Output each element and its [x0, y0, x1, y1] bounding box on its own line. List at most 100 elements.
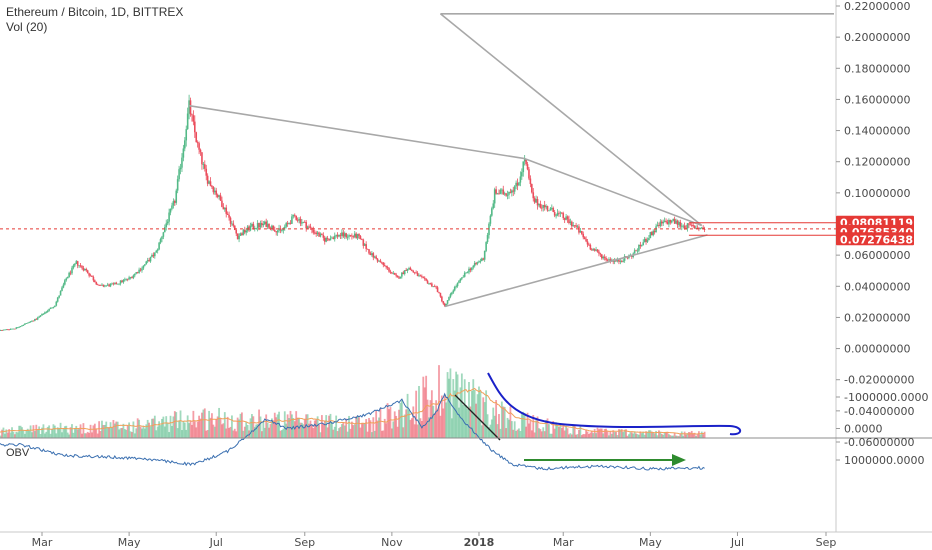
volume-bar-up	[55, 433, 58, 438]
volume-bar-up	[623, 429, 626, 438]
volume-bar-up	[218, 407, 220, 438]
volume-bar-up	[572, 425, 575, 438]
candle-up	[453, 286, 456, 291]
volume-bar-down	[273, 412, 276, 438]
candle-down	[423, 277, 426, 279]
volume-bar-down	[600, 428, 603, 438]
candle-up	[619, 261, 622, 262]
volume-bar-down	[582, 434, 585, 438]
candle-down	[585, 239, 587, 242]
candle-down	[690, 224, 693, 226]
candle-up	[262, 223, 265, 226]
candle-up	[473, 262, 476, 266]
candle-down	[201, 152, 203, 165]
candle-down	[273, 229, 276, 232]
volume-bar-down	[573, 425, 576, 438]
volume-bar-down	[386, 403, 389, 438]
volume-bar-up	[655, 430, 657, 438]
volume-bar-up	[515, 430, 518, 438]
volume-bar-down	[359, 427, 362, 438]
candle-up	[449, 294, 452, 298]
volume-bar-up	[161, 418, 163, 438]
volume-bar-up	[111, 427, 113, 438]
volume-bar-down	[272, 420, 275, 438]
volume-bar-up	[678, 436, 680, 438]
volume-bar-up	[103, 424, 106, 438]
volume-bar-down	[88, 432, 91, 438]
price-tick-label: 0.16000000	[844, 93, 910, 106]
volume-bar-up	[343, 425, 346, 438]
volume-bar-up	[41, 427, 43, 438]
candle-up	[245, 230, 248, 233]
candle-down	[382, 262, 385, 266]
volume-bar-up	[142, 425, 145, 438]
candle-up	[392, 273, 395, 274]
candle-down	[391, 272, 393, 274]
candle-down	[615, 260, 617, 262]
candle-down	[365, 244, 367, 249]
candle-up	[24, 323, 26, 325]
time-tick-label: Jul	[209, 536, 223, 549]
volume-bar-up	[301, 422, 303, 438]
candle-down	[502, 189, 505, 195]
candle-down	[689, 224, 692, 226]
volume-bar-down	[543, 431, 546, 438]
volume-bar-down	[395, 415, 398, 438]
volume-bar-down	[639, 431, 642, 438]
candle-down	[650, 232, 653, 236]
volume-bar-down	[241, 412, 243, 438]
time-tick-label: Jul	[730, 536, 744, 549]
candle-up	[42, 313, 45, 315]
candle-up	[455, 286, 457, 287]
volume-bar-down	[358, 417, 360, 438]
candle-up	[172, 201, 175, 206]
volume-bar-down	[679, 433, 682, 438]
volume-bar-up	[608, 435, 610, 438]
volume-bar-down	[696, 433, 699, 438]
volume-bar-up	[458, 407, 460, 438]
volume-bar-down	[525, 426, 528, 438]
volume-bar-down	[528, 423, 530, 438]
candle-up	[125, 278, 128, 280]
volume-bar-up	[680, 431, 683, 438]
candle-down	[293, 214, 296, 216]
candle-down	[561, 212, 563, 214]
candle-down	[620, 261, 623, 262]
candle-up	[622, 260, 625, 262]
volume-bar-up	[135, 428, 138, 438]
volume-bar-down	[121, 427, 123, 438]
candle-up	[12, 328, 15, 330]
volume-bar-up	[363, 423, 366, 438]
volume-bar-down	[382, 430, 385, 438]
candle-up	[656, 225, 659, 227]
volume-bar-down	[203, 408, 206, 438]
candle-up	[122, 280, 125, 283]
candle-up	[158, 242, 160, 250]
candle-up	[521, 172, 523, 177]
candle-up	[292, 214, 295, 217]
candle-up	[523, 159, 526, 162]
candle-up	[456, 282, 459, 287]
candle-down	[362, 239, 365, 246]
volume-bar-up	[378, 417, 380, 438]
volume-bar-up	[446, 372, 449, 438]
candles	[0, 94, 706, 331]
candle-down	[666, 222, 669, 225]
volume-bar-down	[206, 429, 209, 438]
volume-bar-up	[291, 414, 293, 438]
candle-down	[219, 195, 222, 201]
volume-bar-up	[686, 433, 689, 438]
upper-trendline-2	[524, 157, 703, 227]
candle-down	[332, 237, 335, 240]
volume-bar-down	[289, 410, 292, 438]
candle-down	[665, 220, 667, 223]
candle-up	[59, 290, 62, 296]
candle-up	[202, 164, 205, 166]
volume-bar-up	[242, 430, 245, 438]
candle-up	[55, 301, 58, 306]
volume-bar-up	[179, 410, 182, 438]
candle-up	[448, 297, 450, 301]
volume-bar-down	[275, 417, 278, 438]
volume-bar-down	[82, 423, 85, 438]
